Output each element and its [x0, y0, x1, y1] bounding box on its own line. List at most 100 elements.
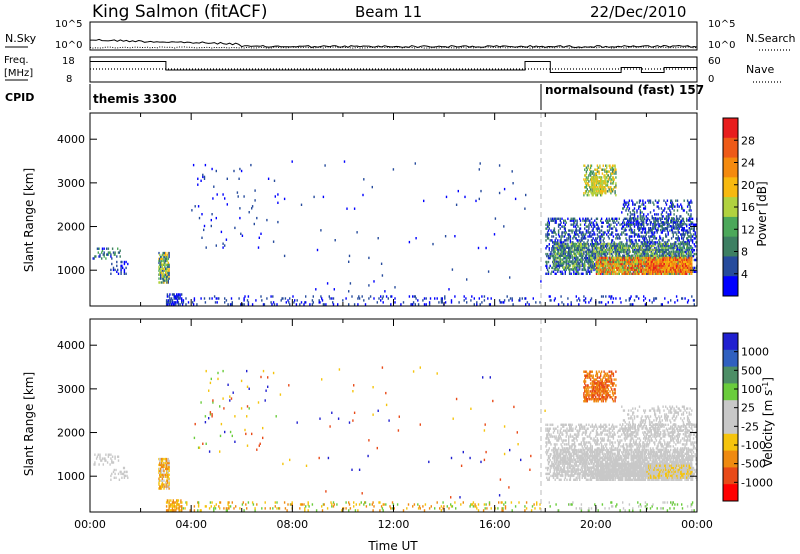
range-gate-cell	[629, 235, 631, 238]
range-gate-cell	[662, 258, 664, 261]
range-gate-cell	[552, 241, 554, 244]
range-gate-cell	[546, 245, 549, 248]
range-gate-cell	[686, 239, 689, 242]
range-gate-cell	[676, 203, 679, 206]
range-gate-cell	[552, 249, 555, 252]
range-gate-cell	[684, 254, 686, 258]
range-gate-cell	[579, 250, 581, 253]
range-gate-cell	[211, 297, 213, 300]
range-gate-cell	[585, 243, 588, 246]
range-gate-cell	[632, 258, 635, 262]
range-gate-cell	[654, 262, 657, 265]
range-gate-cell	[673, 264, 675, 267]
range-gate-cell	[681, 217, 684, 220]
range-gate-cell	[680, 225, 682, 228]
range-gate-cell	[691, 272, 693, 275]
range-gate-cell	[553, 248, 556, 251]
range-gate-cell	[600, 245, 603, 248]
range-gate-cell	[637, 266, 639, 270]
range-gate-cell	[685, 262, 687, 265]
range-gate-cell	[658, 258, 660, 261]
range-gate-cell	[588, 301, 590, 304]
range-gate-cell	[611, 227, 613, 230]
range-gate-cell	[576, 233, 578, 236]
range-gate-cell	[625, 272, 627, 275]
range-gate-cell	[624, 268, 626, 272]
range-gate-cell	[628, 223, 631, 226]
range-gate-cell	[634, 233, 636, 236]
range-gate-cell	[667, 239, 669, 242]
range-gate-cell	[276, 303, 278, 306]
range-gate-cell	[686, 249, 688, 252]
range-gate-cell	[579, 246, 582, 249]
range-gate-cell	[585, 252, 588, 255]
range-gate-cell	[318, 301, 320, 304]
range-gate-cell	[623, 244, 626, 248]
range-gate-cell	[641, 262, 643, 266]
range-gate-cell	[618, 262, 620, 266]
range-gate-cell	[599, 262, 601, 265]
range-gate-cell	[163, 251, 165, 255]
range-gate-cell	[683, 227, 685, 230]
range-gate-cell	[608, 170, 610, 173]
range-gate-cell	[664, 264, 666, 268]
range-gate-cell	[589, 256, 591, 259]
range-gate-cell	[626, 250, 628, 253]
range-gate-cell	[651, 239, 653, 242]
range-gate-cell	[671, 217, 674, 220]
range-gate-cell	[580, 244, 583, 248]
range-gate-cell	[165, 255, 168, 259]
range-gate-cell	[632, 254, 634, 257]
range-gate-cell	[550, 254, 552, 258]
range-gate-cell	[669, 246, 671, 249]
range-gate-cell	[594, 258, 596, 261]
range-gate-cell	[600, 246, 603, 249]
range-gate-cell	[638, 233, 640, 236]
range-gate-cell	[684, 270, 686, 273]
range-gate-cell	[563, 244, 565, 248]
range-gate-cell	[127, 262, 129, 266]
range-gate-cell	[561, 264, 563, 267]
range-gate-cell	[601, 252, 604, 255]
range-gate-cell	[577, 244, 579, 248]
range-gate-cell	[673, 272, 675, 275]
nsearch-tick-high: 10^5	[708, 19, 735, 30]
range-gate-cell	[658, 264, 660, 267]
range-gate-cell	[622, 248, 625, 251]
range-gate-cell	[684, 251, 686, 254]
range-gate-cell	[691, 256, 693, 260]
range-gate-cell	[444, 295, 446, 298]
range-gate-cell	[602, 221, 604, 224]
range-gate-cell	[570, 246, 572, 249]
range-gate-cell	[187, 301, 190, 304]
range-gate-cell	[166, 295, 169, 298]
range-gate-cell	[638, 256, 641, 260]
range-gate-cell	[659, 228, 662, 232]
range-gate-cell	[691, 235, 693, 238]
range-gate-cell	[680, 270, 682, 273]
range-gate-cell	[549, 256, 551, 260]
range-gate-cell	[584, 237, 586, 240]
range-gate-cell	[606, 262, 609, 266]
range-gate-cell	[589, 270, 591, 273]
range-gate-cell	[670, 256, 672, 260]
range-gate-cell	[611, 270, 614, 273]
range-gate-cell	[688, 272, 690, 275]
range-gate-cell	[289, 297, 291, 300]
range-gate-cell	[573, 252, 575, 255]
range-gate-cell	[665, 268, 668, 271]
range-gate-cell	[678, 268, 680, 272]
range-gate-cell	[687, 250, 690, 253]
range-gate-cell	[284, 297, 287, 300]
range-gate-cell	[567, 256, 569, 259]
range-gate-cell	[181, 297, 183, 300]
range-gate-cell	[573, 270, 575, 273]
range-gate-cell	[665, 270, 667, 273]
range-gate-cell	[171, 293, 174, 296]
range-gate-cell	[669, 254, 671, 258]
range-gate-cell	[650, 241, 652, 244]
range-gate-cell	[654, 213, 656, 216]
range-gate-cell	[677, 266, 679, 269]
range-gate-cell	[167, 299, 169, 302]
range-gate-cell	[563, 250, 565, 253]
